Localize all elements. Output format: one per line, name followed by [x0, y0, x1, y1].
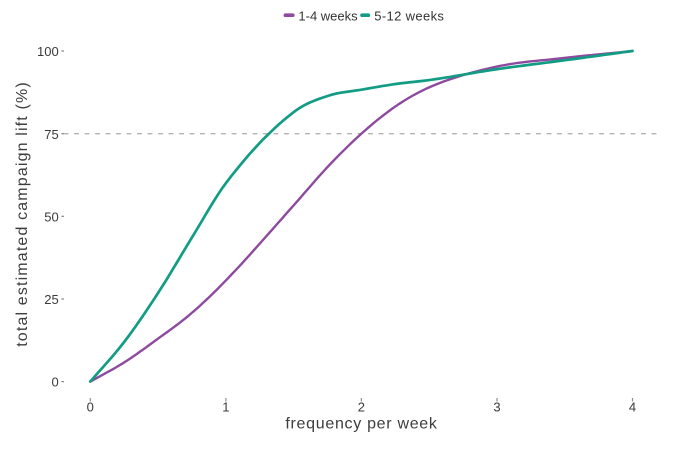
svg-text:1-4 weeks: 1-4 weeks [298, 9, 358, 24]
svg-text:1: 1 [222, 400, 229, 415]
svg-text:5-12 weeks: 5-12 weeks [374, 9, 444, 24]
svg-text:25: 25 [44, 292, 58, 307]
svg-text:3: 3 [493, 400, 500, 415]
svg-text:100: 100 [37, 44, 59, 59]
svg-text:2: 2 [358, 400, 365, 415]
svg-text:50: 50 [44, 209, 58, 224]
svg-text:0: 0 [51, 375, 58, 390]
svg-text:total estimated campaign lift: total estimated campaign lift (%) [14, 81, 31, 347]
svg-text:75: 75 [44, 127, 58, 142]
svg-text:4: 4 [629, 400, 636, 415]
svg-text:frequency per week: frequency per week [285, 415, 438, 432]
svg-text:0: 0 [87, 400, 94, 415]
